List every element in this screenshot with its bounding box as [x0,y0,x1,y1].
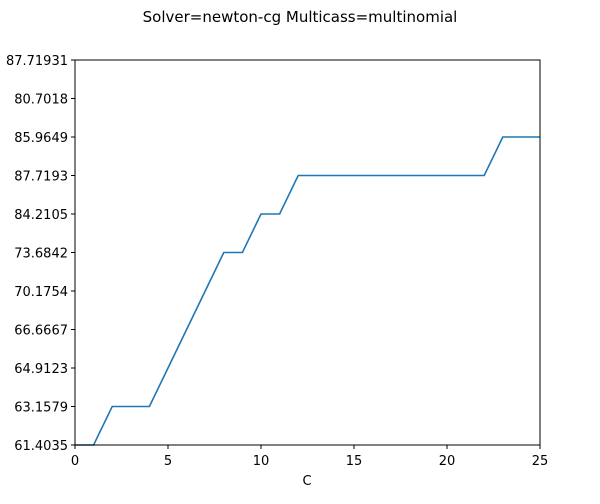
axes-frame [74,59,541,446]
x-tick-label: 0 [71,454,79,469]
data-line [75,136,540,446]
y-tick-label: 70.1754 [14,285,68,300]
x-tick-label: 20 [439,454,456,469]
x-tick-label: 15 [346,454,363,469]
y-tick-label: 85.9649 [14,131,68,146]
y-tick-label: 64.9123 [14,362,68,377]
y-tick-label: 87.71931 [6,54,68,69]
y-tick-label: 80.7018 [14,93,68,108]
y-tick-label: 63.1579 [14,401,68,416]
y-tick-label: 87.7193 [14,170,68,185]
x-tick-label: 10 [253,454,270,469]
y-tick-label: 61.4035 [14,439,68,454]
x-tick-label: 25 [532,454,549,469]
chart-title: Solver=newton-cg Multicass=multinomial [143,8,458,26]
y-tick-label: 66.6667 [14,324,68,339]
y-tick-label: 84.2105 [14,208,68,223]
x-tick-label: 5 [164,454,172,469]
y-tick-label: 73.6842 [14,247,68,262]
x-axis-label: C [302,474,311,489]
